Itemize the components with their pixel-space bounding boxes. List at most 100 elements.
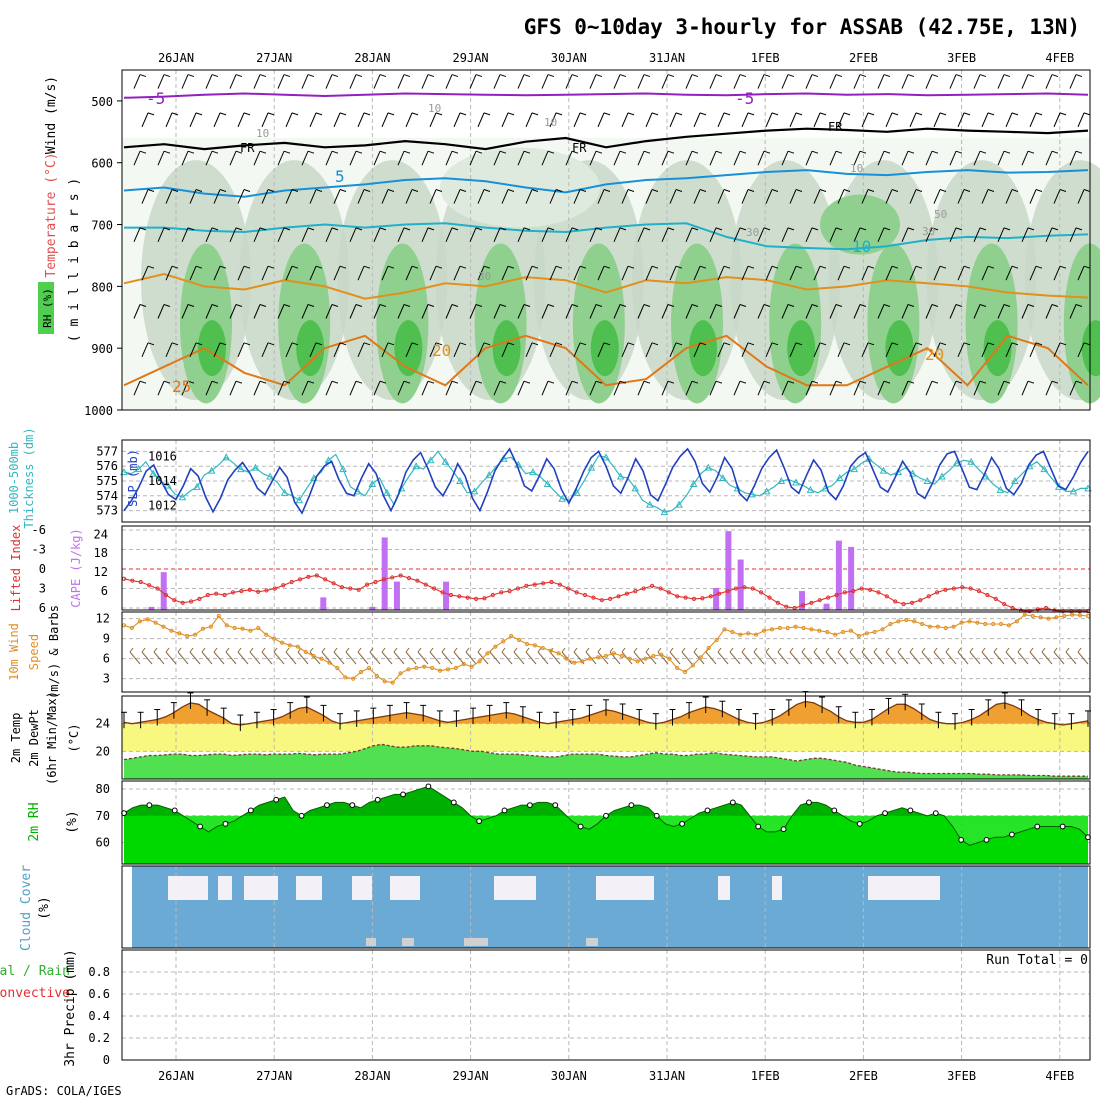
wind-barb (541, 380, 549, 396)
isotherm-line (123, 272, 1089, 300)
rh-point (856, 820, 863, 827)
wind-barb (225, 651, 237, 665)
pressure-tick-label: 600 (91, 157, 113, 171)
wind-barb-flag (1051, 380, 1059, 384)
isotherm-line (123, 169, 1089, 198)
lifted-index-point (893, 599, 898, 604)
lifted-index-point (960, 585, 965, 590)
wind-barb (405, 112, 413, 128)
wind-barb-flag (547, 150, 555, 154)
lifted-index-point (700, 596, 705, 601)
wind-speed-point (303, 649, 308, 655)
wind-barb (333, 651, 345, 665)
wind-speed-point (943, 625, 948, 631)
wind-speed-point (343, 675, 348, 680)
wind-speed-point (524, 641, 530, 647)
wind-barb-flag (357, 647, 362, 653)
wind-barb-flag (363, 342, 371, 346)
wind-barb-flag (211, 150, 219, 154)
wind-barb-flag (609, 647, 614, 653)
rh-point (222, 820, 229, 827)
wind-barb (741, 112, 749, 128)
lifted-index-point (239, 589, 244, 594)
wind-barb (633, 651, 645, 665)
wind-barb (957, 265, 965, 281)
wind-barb-flag (945, 647, 950, 653)
lifted-index-point (633, 589, 638, 594)
wind-barb (705, 651, 717, 665)
wind-barb-flag (405, 647, 410, 653)
wind-barb-flag (451, 380, 459, 384)
wind-barb (309, 651, 321, 665)
wind-speed-point (169, 628, 174, 633)
wind-barb (201, 651, 213, 665)
wind-barb-flag (459, 112, 467, 116)
wind-barb-flag (225, 647, 230, 653)
wind-speed-point (635, 659, 640, 664)
wind-barb (853, 304, 861, 319)
thickness-point (835, 473, 844, 482)
wind-speed-point (588, 656, 593, 661)
lifted-index-point (515, 586, 521, 591)
rh-point (400, 791, 406, 798)
wind-barb (477, 265, 485, 281)
wind-barb-flag (811, 150, 819, 154)
wind-barb-flag (1003, 74, 1011, 78)
wind-barb-flag (291, 265, 299, 269)
wind-barb (1053, 112, 1061, 128)
wind-barb (573, 112, 581, 128)
thickness-point (1069, 487, 1078, 495)
wind-barb-flag (331, 74, 339, 78)
lifted-index-point (214, 591, 219, 596)
thickness-tick-label: 577 (96, 444, 118, 458)
wind-barb (1017, 651, 1029, 665)
wind-speed-point (311, 653, 316, 659)
data-marks (120, 74, 1092, 946)
wind-barb (645, 651, 657, 665)
lifted-index-point (935, 590, 940, 595)
wind-barb (1077, 112, 1085, 128)
wind-barb-flag (675, 112, 683, 116)
wind-barb-flag (1035, 189, 1043, 193)
lifted-index-point (926, 594, 931, 599)
temp-tick-label: 20 (96, 744, 110, 758)
panel-frames (121, 69, 1091, 1061)
thickness-point (952, 459, 961, 467)
wind-barb-flag (819, 189, 827, 193)
wind-barb-flag (475, 304, 483, 307)
wind-barb-flag (177, 647, 182, 653)
wind-barb (277, 304, 285, 319)
wind-barb (885, 342, 893, 358)
rh-point (907, 807, 914, 814)
wind-speed-point (437, 668, 443, 673)
wind-barb-flag (979, 304, 987, 307)
lifted-index-point (364, 582, 370, 587)
wind-speed-point (319, 656, 324, 661)
thickness-point (908, 469, 917, 477)
wind-barb-flag (939, 342, 947, 346)
wind-barb-flag (603, 265, 611, 269)
wind-barb (405, 189, 413, 204)
wind-barb (277, 74, 285, 89)
lifted-index-point (658, 586, 663, 591)
wind-barb (589, 380, 597, 396)
panel-frame (121, 780, 1091, 865)
wind-barb (969, 651, 981, 665)
wind-barb-flag (139, 74, 147, 78)
wind-barb (909, 651, 921, 665)
high-cloud-gap (352, 876, 372, 900)
wind-speed-point (659, 652, 664, 657)
wind-barb-flag (331, 380, 339, 384)
wind-barb (853, 151, 861, 166)
wind-barb (1077, 651, 1089, 665)
wind-barb-flag (1041, 647, 1046, 653)
wind-barb (229, 74, 237, 89)
dewpoint-area (124, 744, 1088, 779)
wind-barb (525, 342, 533, 358)
wind-barb-flag (483, 265, 491, 269)
rh-point (729, 799, 736, 806)
rh-region-90 (787, 320, 816, 377)
wind-barb-flag (843, 112, 851, 116)
wind-barb-flag (771, 189, 779, 193)
lifted-index-point (675, 594, 680, 599)
